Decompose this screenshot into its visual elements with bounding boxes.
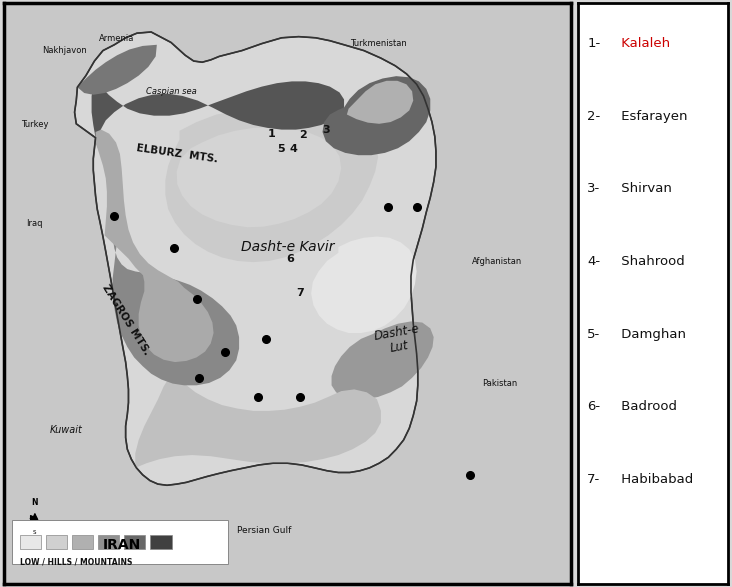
Polygon shape — [347, 81, 414, 124]
Text: Kuwait: Kuwait — [50, 425, 83, 435]
Text: Esfarayen: Esfarayen — [617, 110, 688, 123]
Text: 6-: 6- — [587, 400, 600, 413]
Polygon shape — [332, 322, 433, 399]
Text: Turkmenistan: Turkmenistan — [350, 39, 406, 48]
Text: Iraq: Iraq — [26, 220, 43, 228]
Bar — [124, 535, 146, 549]
Bar — [150, 535, 171, 549]
Polygon shape — [176, 127, 341, 227]
Text: Dasht-e Kavir: Dasht-e Kavir — [241, 240, 334, 254]
Text: ZAGROS MTS.: ZAGROS MTS. — [100, 282, 152, 357]
Bar — [98, 535, 119, 549]
Text: 2: 2 — [299, 130, 307, 140]
Text: Afghanistan: Afghanistan — [472, 257, 523, 266]
Polygon shape — [75, 32, 436, 485]
Text: 1-: 1- — [587, 37, 600, 50]
Text: ELBURZ  MTS.: ELBURZ MTS. — [135, 143, 218, 165]
Text: 6: 6 — [286, 254, 294, 264]
Text: 3: 3 — [322, 124, 329, 134]
Polygon shape — [78, 45, 157, 95]
Polygon shape — [135, 343, 381, 468]
Polygon shape — [96, 143, 239, 385]
Text: 4-: 4- — [587, 255, 600, 268]
Text: 1: 1 — [268, 129, 275, 139]
Text: 3-: 3- — [587, 183, 600, 195]
Polygon shape — [165, 106, 378, 262]
Text: Caspian sea: Caspian sea — [146, 87, 196, 96]
Text: Persian Gulf: Persian Gulf — [237, 526, 292, 535]
Text: N: N — [31, 498, 38, 507]
Text: 7: 7 — [296, 288, 304, 299]
Text: Badrood: Badrood — [617, 400, 677, 413]
Text: Damghan: Damghan — [617, 328, 687, 340]
Text: Kalaleh: Kalaleh — [617, 37, 671, 50]
Text: 5-: 5- — [587, 328, 600, 340]
Text: Pakistan: Pakistan — [482, 379, 518, 388]
Polygon shape — [311, 237, 417, 333]
Text: 4: 4 — [289, 144, 297, 154]
Text: Turkey: Turkey — [20, 120, 48, 130]
Polygon shape — [323, 76, 430, 155]
Text: 2-: 2- — [587, 110, 600, 123]
Text: Shahrood: Shahrood — [617, 255, 685, 268]
Text: 7-: 7- — [587, 473, 600, 486]
Bar — [45, 535, 67, 549]
Bar — [12, 520, 228, 564]
Text: Armenia: Armenia — [100, 35, 135, 43]
Text: Nakhjavon: Nakhjavon — [42, 46, 87, 55]
Text: IRAN: IRAN — [103, 538, 141, 552]
Polygon shape — [138, 271, 214, 362]
Bar — [72, 535, 93, 549]
Polygon shape — [92, 80, 344, 138]
Text: Habibabad: Habibabad — [617, 473, 693, 486]
Text: 5: 5 — [277, 144, 284, 154]
Text: LOW / HILLS / MOUNTAINS: LOW / HILLS / MOUNTAINS — [20, 558, 132, 566]
Text: S: S — [33, 530, 37, 535]
Bar — [20, 535, 41, 549]
Polygon shape — [96, 130, 184, 288]
Text: Shirvan: Shirvan — [617, 183, 672, 195]
Text: Dasht-e
Lut: Dasht-e Lut — [373, 322, 423, 357]
